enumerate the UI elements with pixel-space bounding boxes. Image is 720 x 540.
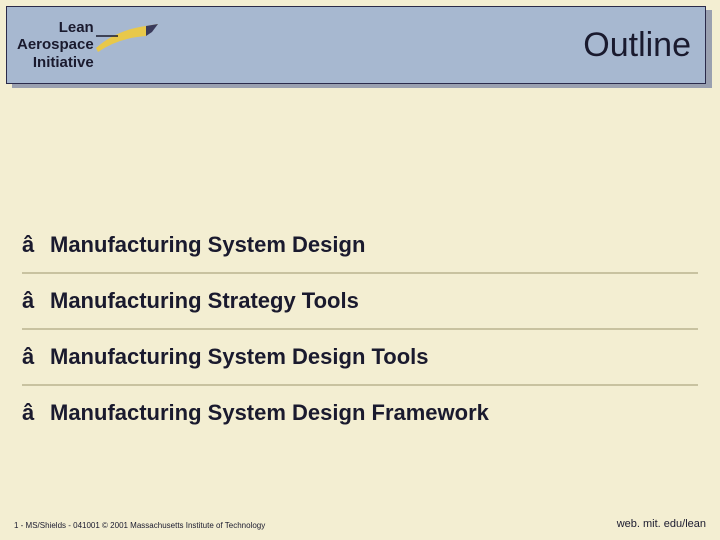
logo-text: Lean Aerospace Initiative [17,19,94,71]
header-bar: Lean Aerospace Initiative Outline [6,6,706,84]
logo-line-2: Aerospace [17,36,94,53]
logo-line-1: Lean [17,19,94,36]
list-item: â Manufacturing Strategy Tools [22,274,698,330]
list-item: â Manufacturing System Design Tools [22,330,698,386]
bullet-marker: â [22,344,38,370]
bullet-marker: â [22,400,38,426]
footer-right: web. mit. edu/lean [617,518,706,530]
logo-line-3: Initiative [17,54,94,71]
bullet-text: Manufacturing System Design Tools [50,344,429,370]
footer: 1 - MS/Shields - 041001 © 2001 Massachus… [14,518,706,530]
bullet-text: Manufacturing Strategy Tools [50,288,359,314]
bullet-list: â Manufacturing System Design â Manufact… [22,218,698,440]
list-item: â Manufacturing System Design Framework [22,386,698,440]
bullet-text: Manufacturing System Design [50,232,365,258]
list-item: â Manufacturing System Design [22,218,698,274]
bullet-marker: â [22,288,38,314]
logo-block: Lean Aerospace Initiative [17,19,158,71]
bullet-marker: â [22,232,38,258]
page-title: Outline [583,26,691,65]
bullet-text: Manufacturing System Design Framework [50,400,489,426]
swoosh-icon [96,22,158,60]
footer-left: 1 - MS/Shields - 041001 © 2001 Massachus… [14,521,265,530]
